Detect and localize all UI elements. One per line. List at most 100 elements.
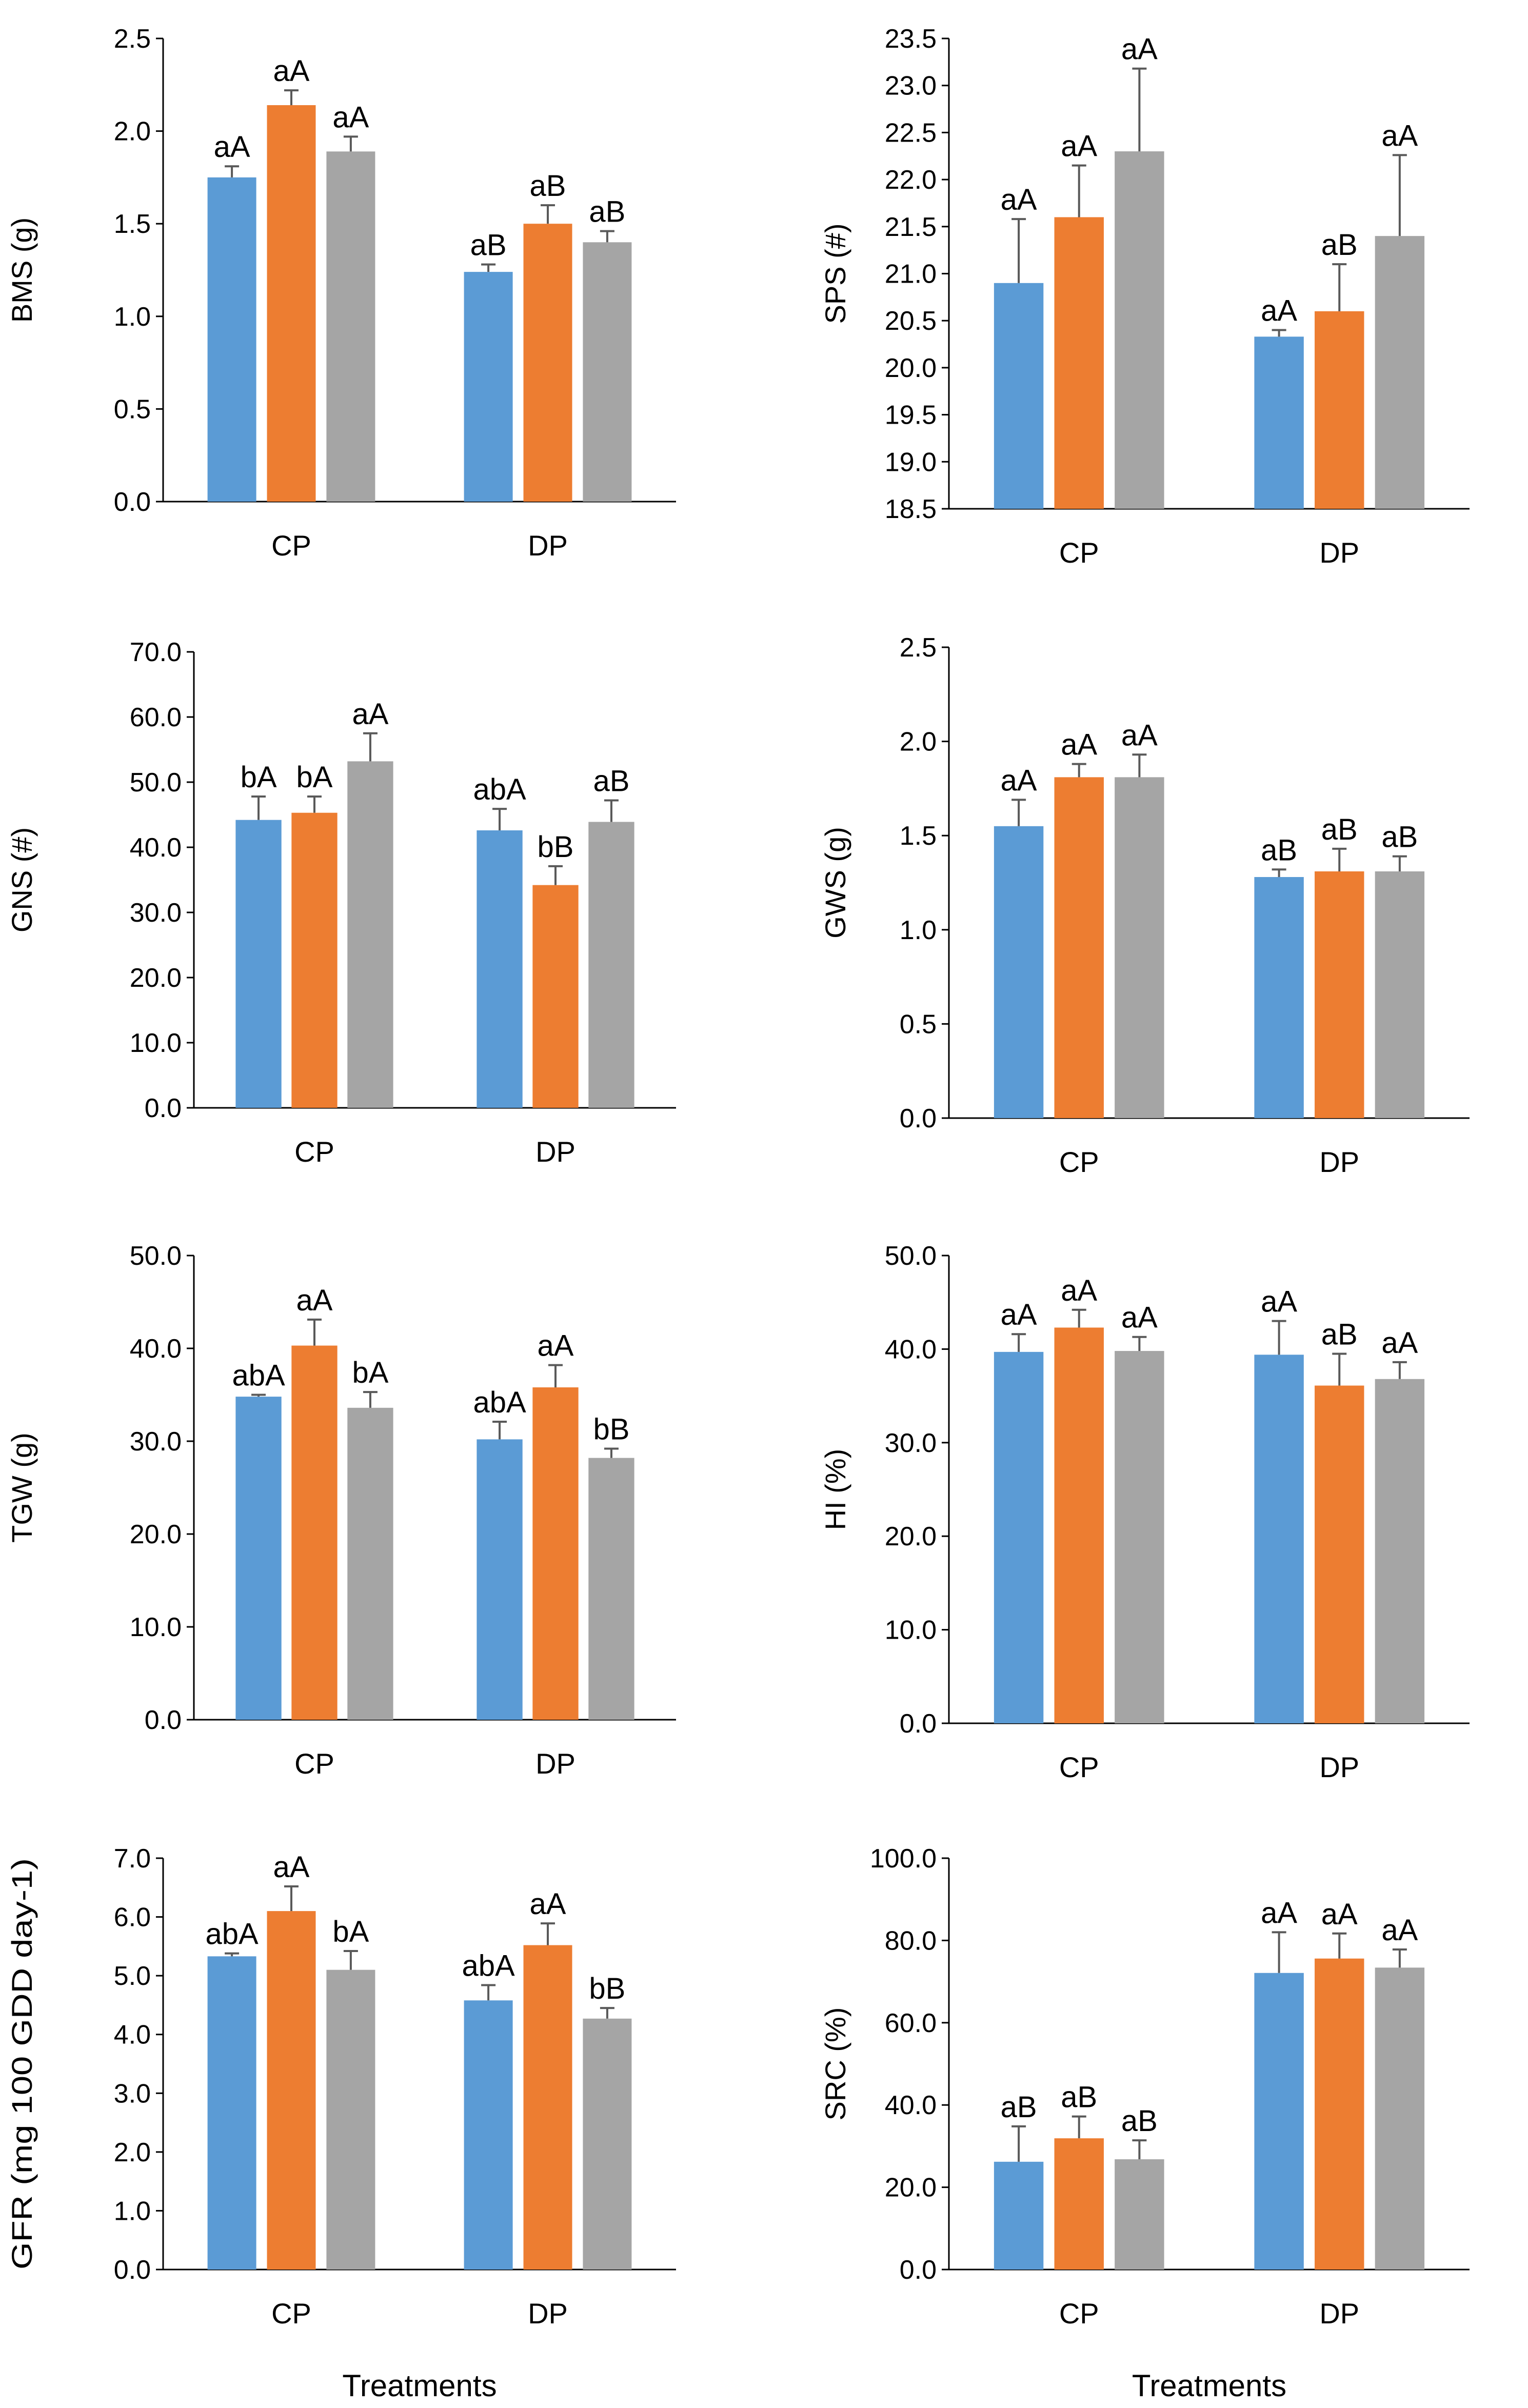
y-axis-title: GWS (g) — [819, 827, 851, 939]
bar-gws-dp-s2 — [1315, 871, 1364, 1118]
data-label: aB — [1381, 821, 1418, 854]
x-tick-label-cp: CP — [294, 1747, 334, 1780]
y-tick-label: 5.0 — [114, 1961, 151, 1991]
data-label: aA — [352, 698, 388, 731]
chart-tgw: 0.0 10.0 20.0 30.0 40.0 50.0 CP abA aA bA DP abA aA b… — [6, 1241, 676, 1780]
bar-src-dp-s1 — [1254, 1973, 1304, 2270]
y-tick-label: 1.5 — [114, 209, 151, 239]
y-tick-label: 19.0 — [885, 447, 937, 477]
y-tick-label: 20.0 — [885, 1522, 937, 1551]
y-tick-label: 40.0 — [130, 1334, 182, 1364]
bar-src-cp-s3 — [1115, 2159, 1164, 2270]
bar-tgw-cp-s2 — [291, 1345, 338, 1720]
y-tick-label: 70.0 — [130, 638, 182, 667]
y-tick-label: 0.0 — [145, 1705, 182, 1735]
data-label: aB — [593, 765, 629, 798]
y-tick-label: 20.0 — [130, 963, 182, 993]
bar-gws-cp-s1 — [994, 826, 1044, 1118]
x-tick-label-dp: DP — [1319, 2297, 1359, 2330]
y-tick-label: 23.0 — [885, 71, 937, 101]
chart-bms: 0.0 0.5 1.0 1.5 2.0 2.5 CP aA aA aA DP aB aB aB BMS (g… — [6, 24, 676, 562]
data-label: aA — [1061, 1274, 1097, 1307]
bar-sps-cp-s3 — [1115, 151, 1164, 509]
data-label: aA — [332, 101, 369, 134]
data-label: abA — [205, 1918, 259, 1951]
bar-hi-cp-s3 — [1115, 1351, 1164, 1723]
data-label: aA — [1061, 130, 1097, 163]
bar-hi-dp-s3 — [1375, 1379, 1425, 1723]
bar-tgw-dp-s3 — [588, 1458, 634, 1720]
y-tick-label: 60.0 — [130, 703, 182, 732]
y-axis-title: GFR (mg 100 GDD day-1) — [6, 1858, 38, 2270]
bar-sps-dp-s3 — [1375, 236, 1425, 509]
data-label: aA — [1261, 1285, 1297, 1319]
y-tick-label: 50.0 — [885, 1241, 937, 1271]
bar-bms-cp-s2 — [267, 105, 316, 502]
data-label: aA — [1121, 719, 1158, 752]
data-label: aB — [1261, 833, 1297, 867]
bar-gns-dp-s3 — [588, 822, 634, 1108]
x-tick-label-cp: CP — [1059, 1146, 1099, 1178]
bar-hi-cp-s2 — [1054, 1327, 1104, 1723]
x-tick-label-cp: CP — [1059, 1751, 1099, 1783]
x-tick-label-dp: DP — [528, 529, 568, 562]
data-label: aA — [1121, 33, 1158, 66]
y-tick-label: 1.5 — [900, 821, 937, 851]
y-tick-label: 80.0 — [885, 1926, 937, 1956]
y-tick-label: 2.5 — [114, 24, 151, 54]
data-label: aB — [1061, 2081, 1097, 2114]
y-tick-label: 0.0 — [114, 487, 151, 517]
chart-sps: 18.5 19.0 19.5 20.0 20.5 21.0 21.5 22.0 22.5 23.0… — [819, 24, 1470, 569]
bar-sps-cp-s1 — [994, 283, 1044, 509]
y-tick-label: 0.0 — [900, 2255, 937, 2285]
x-axis-title: Treatments — [1132, 2369, 1286, 2403]
bar-tgw-dp-s2 — [532, 1387, 579, 1720]
y-tick-label: 2.0 — [114, 2138, 151, 2167]
data-label: aA — [538, 1329, 574, 1363]
y-tick-label: 2.0 — [114, 117, 151, 147]
data-label: aA — [1061, 728, 1097, 762]
bar-src-dp-s2 — [1315, 1958, 1364, 2270]
x-tick-label-cp: CP — [1059, 536, 1099, 569]
y-axis-title: GNS (#) — [6, 827, 38, 932]
data-label: aA — [1261, 294, 1297, 328]
y-tick-label: 30.0 — [130, 1427, 182, 1457]
bar-gns-cp-s2 — [291, 812, 338, 1108]
bar-tgw-cp-s3 — [347, 1407, 393, 1720]
data-label: abA — [462, 1949, 515, 1982]
x-tick-label-dp: DP — [1319, 536, 1359, 569]
y-tick-label: 0.5 — [114, 394, 151, 424]
data-label: aA — [1001, 1298, 1037, 1331]
bar-gfr-dp-s2 — [523, 1945, 572, 2270]
x-tick-label-cp: CP — [271, 2297, 311, 2330]
y-tick-label: 6.0 — [114, 1903, 151, 1933]
data-label: bA — [296, 761, 333, 794]
bar-bms-cp-s3 — [326, 151, 375, 502]
y-tick-label: 0.0 — [114, 2255, 151, 2285]
data-label: abA — [473, 1386, 526, 1419]
data-label: bB — [589, 1972, 625, 2005]
bar-src-cp-s1 — [994, 2161, 1044, 2270]
bar-bms-dp-s2 — [523, 224, 572, 502]
y-tick-label: 7.0 — [114, 1844, 151, 1874]
bar-tgw-cp-s1 — [235, 1397, 282, 1720]
data-label: aA — [273, 1850, 310, 1884]
y-tick-label: 22.0 — [885, 165, 937, 195]
y-tick-label: 3.0 — [114, 2079, 151, 2108]
x-tick-label-dp: DP — [535, 1136, 576, 1168]
y-tick-label: 2.5 — [900, 633, 937, 663]
x-tick-label-dp: DP — [528, 2297, 568, 2330]
bar-tgw-dp-s1 — [477, 1439, 523, 1720]
bar-bms-dp-s3 — [583, 242, 632, 502]
y-tick-label: 22.5 — [885, 118, 937, 148]
x-axis-title: Treatments — [342, 2369, 497, 2403]
y-axis-title: HI (%) — [819, 1449, 851, 1530]
y-tick-label: 21.5 — [885, 212, 937, 242]
y-tick-label: 0.5 — [900, 1009, 937, 1039]
y-axis-title: TGW (g) — [6, 1432, 38, 1543]
data-label: aB — [1121, 2104, 1158, 2138]
data-label: aB — [1321, 813, 1358, 846]
x-tick-label-dp: DP — [535, 1747, 576, 1780]
y-tick-label: 30.0 — [130, 898, 182, 928]
